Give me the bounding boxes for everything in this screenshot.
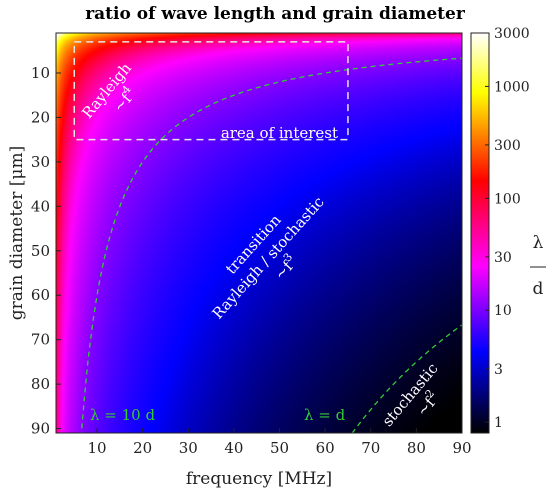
area-of-interest-label: area of interest — [221, 124, 338, 142]
y-axis: 10 20 30 40 50 60 70 80 90 — [31, 64, 61, 438]
chart-title: ratio of wave length and grain diameter — [85, 4, 466, 24]
plot-area — [56, 33, 462, 433]
x-tick-label: 30 — [179, 439, 198, 457]
x-tick-label: 90 — [452, 439, 471, 457]
colorbar-tick-label: 1 — [494, 415, 503, 431]
x-tick-label: 60 — [316, 439, 335, 457]
colorbar-tick-label: 3000 — [494, 26, 530, 42]
colorbar-tick-label: 10 — [494, 303, 512, 319]
colorbar-tick-label: 3 — [494, 362, 503, 378]
colorbar — [470, 32, 490, 434]
x-tick-label: 40 — [224, 439, 243, 457]
colorbar-tick-label: 1000 — [494, 79, 530, 95]
colorbar-tick-label: 100 — [494, 191, 521, 207]
x-axis: 10 20 30 40 50 60 70 80 90 — [88, 428, 472, 457]
y-tick-label: 80 — [31, 375, 50, 393]
colorbar-label-d: d — [533, 279, 544, 299]
colorbar-label-lambda: λ — [533, 233, 544, 253]
area-of-interest-box — [73, 41, 349, 141]
y-tick-label: 40 — [31, 197, 50, 215]
lambda-d-label: λ = d — [304, 406, 346, 424]
lambda-10d-label: λ = 10 d — [90, 406, 155, 424]
y-tick-label: 70 — [31, 331, 50, 349]
y-tick-label: 30 — [31, 153, 50, 171]
plot-frame — [55, 32, 463, 434]
x-tick-label: 50 — [270, 439, 289, 457]
x-axis-title: frequency [MHz] — [186, 469, 332, 489]
x-tick-label: 20 — [133, 439, 152, 457]
x-tick-label: 80 — [407, 439, 426, 457]
y-tick-label: 90 — [31, 420, 50, 438]
y-axis-title: grain diameter [μm] — [7, 146, 27, 320]
y-tick-label: 10 — [31, 64, 50, 82]
contour-lambda-d — [351, 324, 462, 433]
colorbar-tick-label: 300 — [494, 138, 521, 154]
y-tick-label: 60 — [31, 286, 50, 304]
heatmap-image — [56, 33, 462, 433]
colorbar-tick-label: 30 — [494, 250, 512, 266]
x-tick-label: 70 — [361, 439, 380, 457]
y-tick-label: 50 — [31, 242, 50, 260]
y-tick-label: 20 — [31, 108, 50, 126]
contour-lambda-10d — [80, 57, 462, 433]
colorbar-axis: 1 3 10 30 100 300 1000 3000 — [485, 26, 530, 431]
x-tick-label: 10 — [88, 439, 107, 457]
